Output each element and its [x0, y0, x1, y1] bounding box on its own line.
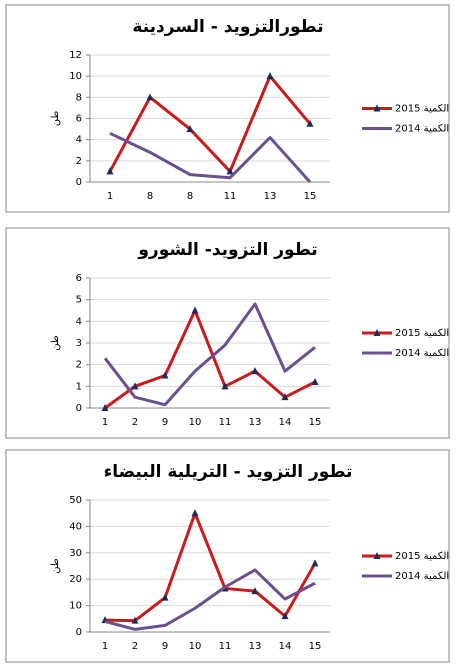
- y-tick-label: 2: [76, 156, 82, 167]
- marker: [226, 167, 234, 175]
- x-tick-label: 1: [102, 641, 108, 652]
- legend-marker: [373, 329, 381, 336]
- y-tick-label: 20: [69, 574, 82, 585]
- y-tick-label: 4: [76, 135, 82, 146]
- marker: [101, 404, 109, 411]
- marker: [221, 382, 229, 390]
- x-tick-label: 15: [309, 641, 322, 652]
- y-tick-label: 10: [69, 601, 82, 612]
- x-tick-label: 15: [309, 417, 322, 428]
- y-axis-label: طن: [50, 558, 61, 574]
- y-tick-label: 8: [76, 92, 82, 103]
- y-axis-label: طن: [50, 335, 61, 351]
- legend-label: 2015 الكمية: [395, 104, 449, 115]
- x-tick-label: 14: [279, 641, 292, 652]
- marker: [266, 72, 274, 80]
- legend-label: 2015 الكمية: [395, 551, 449, 562]
- marker: [311, 378, 319, 385]
- series-line: [103, 302, 316, 407]
- marker: [191, 306, 199, 314]
- x-tick-label: 1: [102, 417, 108, 428]
- y-tick-label: 6: [76, 273, 82, 284]
- x-tick-label: 2: [132, 641, 138, 652]
- y-tick-label: 6: [76, 114, 82, 125]
- series-line: [104, 309, 316, 410]
- y-tick-label: 50: [69, 495, 82, 506]
- y-tick-label: 12: [69, 50, 82, 61]
- x-tick-label: 13: [249, 641, 262, 652]
- series-line: [109, 131, 312, 184]
- marker: [161, 593, 169, 601]
- marker: [281, 612, 289, 620]
- x-tick-label: 11: [224, 191, 237, 202]
- x-tick-label: 1: [107, 191, 113, 202]
- x-tick-label: 13: [264, 191, 277, 202]
- x-tick-label: 10: [189, 417, 202, 428]
- y-tick-label: 0: [76, 177, 82, 188]
- marker: [306, 119, 314, 127]
- marker: [186, 125, 194, 133]
- x-tick-label: 2: [132, 417, 138, 428]
- series-line: [108, 74, 312, 173]
- marker: [146, 93, 154, 101]
- chart-title: تطور التزويد- الشورو: [137, 240, 317, 260]
- chart-title: تطور التزويد - التريلية البيضاء: [104, 462, 353, 482]
- marker: [131, 616, 139, 624]
- marker: [191, 509, 199, 517]
- legend-label: 2015 الكمية: [395, 328, 449, 339]
- y-tick-label: 5: [76, 295, 82, 306]
- x-tick-label: 8: [147, 191, 153, 202]
- y-tick-label: 4: [76, 316, 82, 327]
- y-tick-label: 10: [69, 71, 82, 82]
- x-tick-label: 15: [304, 191, 317, 202]
- x-tick-label: 11: [219, 641, 232, 652]
- legend-marker: [373, 104, 381, 112]
- x-tick-label: 10: [189, 641, 202, 652]
- y-tick-label: 30: [69, 548, 82, 559]
- x-tick-label: 11: [219, 417, 232, 428]
- y-tick-label: 0: [76, 403, 82, 414]
- x-tick-label: 8: [187, 191, 193, 202]
- marker: [251, 587, 259, 595]
- series-line: [104, 568, 316, 631]
- x-tick-label: 9: [162, 417, 168, 428]
- chart-title: تطورالتزويد - السردينة: [132, 17, 323, 37]
- marker: [311, 559, 319, 567]
- series-line: [104, 511, 317, 623]
- legend-marker: [373, 552, 381, 559]
- marker: [161, 371, 169, 379]
- y-axis-label: طن: [50, 111, 61, 127]
- y-tick-label: 0: [76, 627, 82, 638]
- x-tick-label: 9: [162, 641, 168, 652]
- y-tick-label: 40: [69, 521, 82, 532]
- y-tick-label: 3: [76, 338, 82, 349]
- marker: [131, 382, 139, 390]
- marker: [251, 367, 259, 375]
- y-tick-label: 2: [76, 360, 82, 371]
- legend-label: 2014 الكمية: [395, 124, 449, 135]
- legend-label: 2014 الكمية: [395, 348, 449, 359]
- x-tick-label: 14: [279, 417, 292, 428]
- marker: [106, 167, 114, 175]
- legend-label: 2014 الكمية: [395, 571, 449, 582]
- x-tick-label: 13: [249, 417, 262, 428]
- marker: [281, 393, 289, 401]
- y-tick-label: 1: [76, 381, 82, 392]
